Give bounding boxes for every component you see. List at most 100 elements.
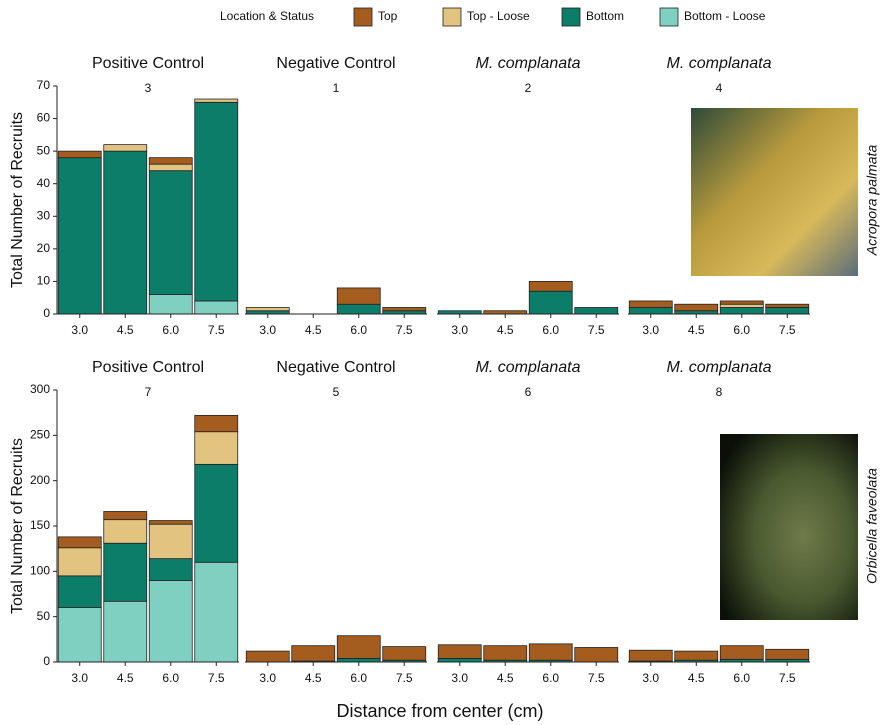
bar-segment bbox=[292, 646, 335, 661]
y-tick-label: 50 bbox=[37, 609, 51, 623]
panel-number: 2 bbox=[525, 81, 532, 95]
x-tick-label: 7.5 bbox=[208, 671, 225, 685]
legend-swatch bbox=[443, 8, 461, 26]
bar-segment bbox=[149, 559, 192, 581]
bar-segment bbox=[529, 291, 572, 314]
y-tick-label: 10 bbox=[37, 274, 51, 288]
y-tick-label: 200 bbox=[30, 473, 50, 487]
bar-segment bbox=[104, 145, 147, 152]
x-tick-label: 3.0 bbox=[451, 323, 468, 337]
panel-title: M. complanata bbox=[667, 359, 772, 376]
bar-segment bbox=[58, 576, 101, 608]
bar-segment bbox=[195, 301, 238, 314]
row-label: Orbicella faveolata bbox=[864, 468, 880, 584]
y-tick-label: 250 bbox=[30, 428, 50, 442]
x-tick-label: 4.5 bbox=[688, 671, 705, 685]
bar-segment bbox=[629, 307, 672, 314]
legend-label: Bottom - Loose bbox=[684, 9, 766, 23]
x-tick-label: 7.5 bbox=[588, 323, 605, 337]
y-tick-label: 30 bbox=[37, 208, 51, 222]
bar-segment bbox=[766, 307, 809, 314]
bar-segment bbox=[720, 301, 763, 304]
x-tick-label: 3.0 bbox=[259, 671, 276, 685]
spawning-photo bbox=[720, 434, 858, 620]
y-tick-label: 150 bbox=[30, 518, 50, 532]
bar-segment bbox=[337, 304, 380, 314]
bar-segment bbox=[58, 537, 101, 548]
legend-swatch bbox=[660, 8, 678, 26]
bar-segment bbox=[337, 658, 380, 662]
x-tick-label: 6.0 bbox=[733, 323, 750, 337]
panel-number: 5 bbox=[333, 385, 340, 399]
bar-segment bbox=[629, 301, 672, 308]
x-tick-label: 7.5 bbox=[396, 671, 413, 685]
bar-segment bbox=[149, 580, 192, 662]
chart: Location & Status Distance from center (… bbox=[0, 0, 883, 725]
legend-swatch bbox=[562, 8, 580, 26]
bar-segment bbox=[195, 432, 238, 465]
bar-segment bbox=[104, 511, 147, 519]
y-tick-label: 20 bbox=[37, 241, 51, 255]
x-tick-label: 4.5 bbox=[117, 671, 134, 685]
x-tick-label: 4.5 bbox=[497, 671, 514, 685]
legend-swatch bbox=[354, 8, 372, 26]
y-tick-label: 0 bbox=[43, 654, 50, 668]
x-tick-label: 6.0 bbox=[162, 671, 179, 685]
x-tick-label: 3.0 bbox=[259, 323, 276, 337]
bar-segment bbox=[149, 521, 192, 525]
bar-segment bbox=[149, 164, 192, 171]
x-tick-label: 3.0 bbox=[71, 671, 88, 685]
y-axis-title: Total Number of Recruits bbox=[9, 438, 26, 614]
bar-segment bbox=[575, 647, 618, 662]
coral-photo bbox=[691, 108, 858, 276]
bar-segment bbox=[58, 151, 101, 158]
bar-segment bbox=[766, 304, 809, 307]
panel-title: Positive Control bbox=[92, 55, 204, 72]
y-axis-title: Total Number of Recruits bbox=[9, 112, 26, 288]
bar-segment bbox=[529, 281, 572, 291]
panel-title: Negative Control bbox=[276, 359, 395, 376]
x-tick-label: 6.0 bbox=[162, 323, 179, 337]
bar-segment bbox=[246, 651, 289, 662]
bar-segment bbox=[383, 307, 426, 310]
x-tick-label: 7.5 bbox=[396, 323, 413, 337]
bar-segment bbox=[149, 171, 192, 295]
x-tick-label: 6.0 bbox=[733, 671, 750, 685]
bar-segment bbox=[104, 151, 147, 314]
panel-number: 8 bbox=[716, 385, 723, 399]
x-tick-label: 7.5 bbox=[208, 323, 225, 337]
bar-segment bbox=[246, 307, 289, 310]
bar-segment bbox=[149, 524, 192, 558]
bar-segment bbox=[104, 520, 147, 544]
x-tick-label: 4.5 bbox=[117, 323, 134, 337]
bar-segment bbox=[675, 651, 718, 660]
bar-segment bbox=[484, 646, 527, 661]
y-tick-label: 70 bbox=[37, 78, 51, 92]
bar-segment bbox=[195, 562, 238, 662]
y-tick-label: 50 bbox=[37, 143, 51, 157]
x-tick-label: 3.0 bbox=[642, 671, 659, 685]
bar-segment bbox=[383, 647, 426, 661]
bar-segment bbox=[337, 636, 380, 659]
panel-title: Positive Control bbox=[92, 359, 204, 376]
bar-segment bbox=[149, 158, 192, 165]
bar-segment bbox=[629, 650, 672, 661]
bar-segment bbox=[58, 548, 101, 576]
y-tick-label: 60 bbox=[37, 111, 51, 125]
row-label: Acropora palmata bbox=[864, 145, 880, 257]
x-tick-label: 4.5 bbox=[688, 323, 705, 337]
x-tick-label: 7.5 bbox=[779, 323, 796, 337]
bar-segment bbox=[575, 307, 618, 314]
panel-number: 3 bbox=[145, 81, 152, 95]
panel-number: 6 bbox=[525, 385, 532, 399]
bar-segment bbox=[195, 99, 238, 102]
x-tick-label: 4.5 bbox=[305, 671, 322, 685]
bar-segment bbox=[675, 304, 718, 311]
y-tick-label: 0 bbox=[43, 306, 50, 320]
bar-segment bbox=[104, 601, 147, 662]
legend-label: Top bbox=[378, 9, 398, 23]
x-tick-label: 4.5 bbox=[497, 323, 514, 337]
x-tick-label: 7.5 bbox=[779, 671, 796, 685]
bar-segment bbox=[720, 307, 763, 314]
y-tick-label: 40 bbox=[37, 176, 51, 190]
